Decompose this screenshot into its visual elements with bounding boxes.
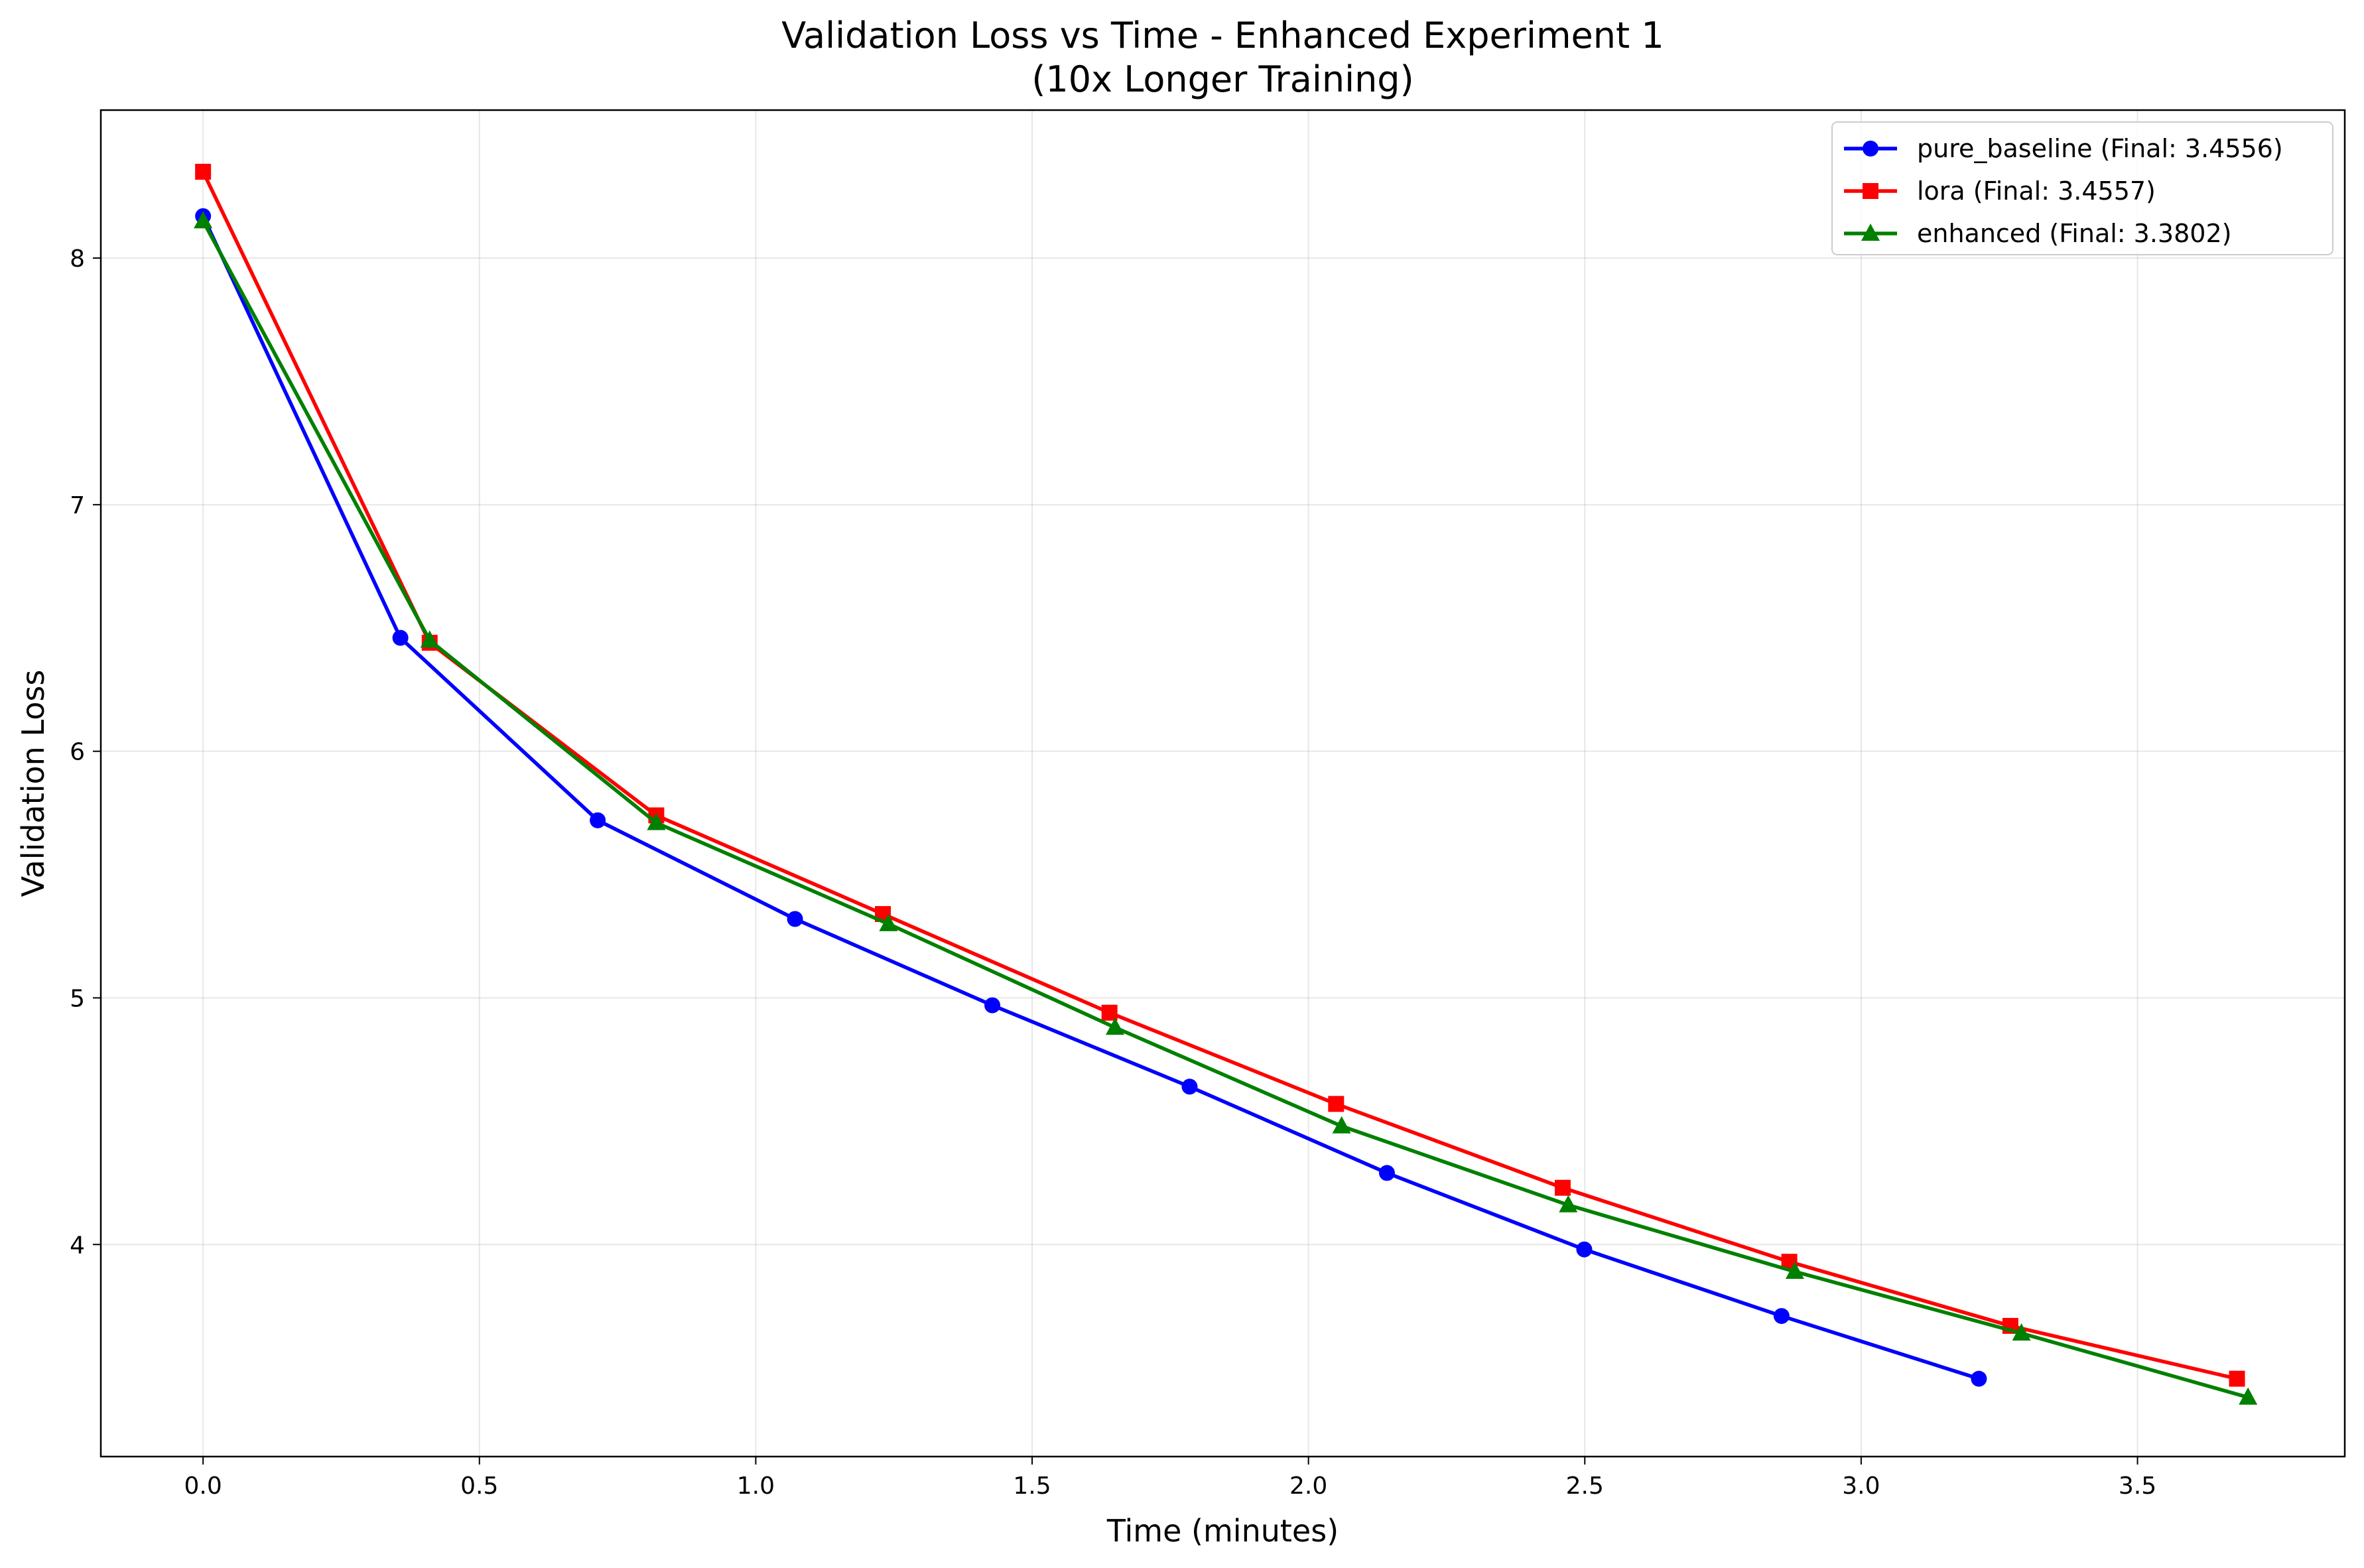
x-axis-label: Time (minutes)	[1106, 1513, 1339, 1549]
legend: pure_baseline (Final: 3.4556) lora (Final…	[1831, 121, 2333, 255]
x-tick-label: 0.0	[184, 1472, 222, 1500]
series-0	[195, 208, 1987, 1387]
legend-label: pure_baseline (Final: 3.4556)	[1917, 134, 2283, 163]
legend-label: enhanced (Final: 3.3802)	[1917, 219, 2231, 248]
legend-marker	[1861, 224, 1880, 241]
y-tick-label: 4	[70, 1232, 85, 1259]
data-point	[1773, 1308, 1790, 1325]
data-point	[590, 812, 606, 828]
legend-label: lora (Final: 3.4557)	[1917, 176, 2156, 206]
y-tick-label: 8	[70, 245, 85, 273]
legend-item: enhanced (Final: 3.3802)	[1844, 219, 2231, 248]
series-2	[194, 211, 2258, 1405]
data-point	[2012, 1323, 2031, 1341]
data-point	[1378, 1165, 1395, 1181]
x-tick-label: 2.0	[1289, 1472, 1327, 1500]
chart-subtitle: (10x Longer Training)	[1031, 58, 1413, 100]
data-point	[1106, 1017, 1125, 1035]
y-tick-label: 7	[70, 492, 85, 519]
data-point	[1332, 1116, 1351, 1134]
data-point	[647, 813, 666, 830]
series-line	[201, 215, 1980, 1381]
x-tick-label: 2.5	[1566, 1472, 1604, 1500]
series-line	[201, 220, 2249, 1400]
y-tick-label: 6	[70, 739, 85, 766]
x-tick-label: 3.0	[1842, 1472, 1880, 1500]
data-point	[420, 630, 439, 648]
x-tick-label: 3.5	[2119, 1472, 2156, 1500]
series-layer	[194, 163, 2258, 1405]
x-axis-ticks: 0.0 0.5 1.0 1.5 2.0 2.5 3.0 3.5	[184, 1457, 2156, 1500]
data-point	[194, 211, 213, 229]
legend-item: pure_baseline (Final: 3.4556)	[1844, 134, 2283, 163]
data-point	[195, 163, 212, 180]
data-point	[787, 911, 803, 927]
x-tick-label: 1.5	[1013, 1472, 1051, 1500]
legend-item: lora (Final: 3.4557)	[1844, 176, 2156, 206]
y-axis-ticks: 4 5 6 7 8	[70, 245, 101, 1259]
data-point	[2239, 1387, 2258, 1405]
legend-marker	[1863, 141, 1878, 157]
plot-area-frame	[99, 109, 2346, 1458]
data-point	[1971, 1370, 1987, 1387]
data-point	[1785, 1262, 1804, 1279]
chart-title: Validation Loss vs Time - Enhanced Exper…	[781, 15, 1664, 56]
y-axis-label: Validation Loss	[15, 670, 51, 897]
data-point	[984, 997, 1001, 1013]
data-point	[1328, 1096, 1345, 1112]
x-tick-label: 1.0	[737, 1472, 775, 1500]
data-point	[1559, 1195, 1578, 1212]
data-point	[879, 913, 898, 931]
data-point	[1181, 1078, 1198, 1095]
grid-lines	[101, 110, 2345, 1457]
x-tick-label: 0.5	[460, 1472, 498, 1500]
data-point	[1576, 1241, 1593, 1258]
data-point	[1554, 1179, 1571, 1196]
legend-frame	[1831, 121, 2333, 255]
data-point	[392, 629, 409, 646]
data-point	[2229, 1370, 2245, 1387]
legend-marker	[1863, 183, 1878, 199]
y-tick-label: 5	[70, 985, 85, 1012]
series-line	[201, 170, 2238, 1381]
